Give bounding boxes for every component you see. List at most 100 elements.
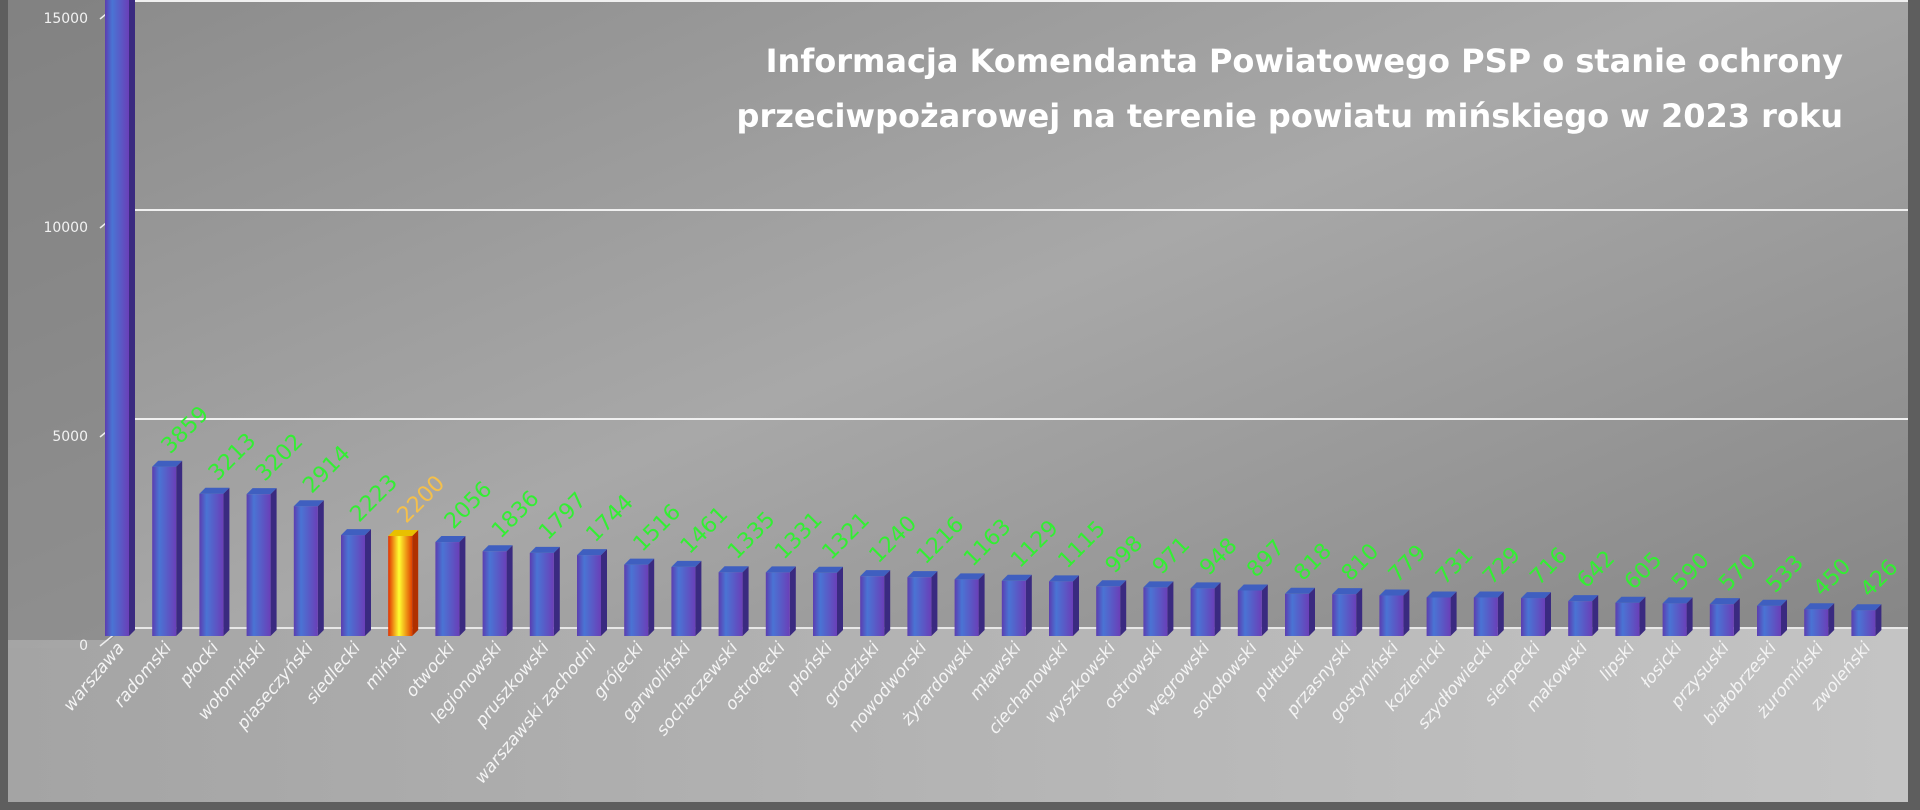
bar-top: [577, 549, 607, 556]
bar-mławski: [1001, 574, 1032, 636]
bar-przasnyski: [1332, 588, 1363, 636]
bar-top: [954, 573, 985, 580]
bar-front: [1237, 590, 1262, 636]
bar-front: [1615, 602, 1640, 636]
bar-top: [199, 487, 230, 494]
bar-side: [884, 570, 891, 636]
bar-top: [1285, 587, 1315, 594]
bar-front: [1662, 603, 1687, 636]
bar-grójecki: [624, 558, 655, 636]
chart-title-line-2: przeciwpożarowej na terenie powiatu mińs…: [737, 97, 1843, 135]
bar-płocki: [199, 487, 230, 636]
bar-front: [813, 572, 837, 636]
bar-top: [1615, 596, 1646, 603]
y-tick-label: 10000: [43, 220, 88, 236]
bar-przysuski: [1709, 598, 1740, 636]
bar-lipski: [1615, 596, 1646, 636]
bar-front: [1757, 605, 1781, 636]
bar-front: [718, 572, 743, 636]
bar-front: [1049, 581, 1073, 636]
bar-top: [907, 571, 938, 578]
bar-szydłowiecki: [1473, 591, 1504, 636]
bar-otwocki: [435, 536, 466, 636]
bar-side: [1073, 575, 1079, 636]
bar-ostrowski: [1143, 581, 1174, 636]
bar-legionowski: [482, 545, 513, 636]
bar-front: [577, 555, 601, 636]
bar-side: [317, 500, 324, 636]
bar-front: [1143, 587, 1168, 636]
bar-side: [412, 530, 419, 636]
bar-top: [1757, 599, 1787, 606]
bar-węgrowski: [1190, 582, 1221, 636]
bar-top: [1001, 574, 1032, 581]
bar-front: [1851, 610, 1876, 636]
bar-ostrołęcki: [765, 566, 796, 636]
bar-top: [1190, 582, 1221, 589]
bar-front: [954, 579, 979, 636]
bar-top: [1332, 588, 1363, 595]
bar-side: [1120, 580, 1127, 636]
bar-front: [1568, 601, 1593, 636]
bar-miński: [388, 530, 419, 636]
bar-side: [648, 558, 655, 636]
bar-side: [1828, 603, 1835, 636]
chart-title-line-1: Informacja Komendanta Powiatowego PSP o …: [766, 42, 1844, 80]
bar-piaseczyński: [293, 500, 324, 636]
bar-front: [152, 466, 177, 636]
bar-front: [1521, 598, 1545, 636]
bar-białobrzeski: [1757, 599, 1787, 636]
bar-top: [624, 558, 655, 565]
bar-top: [813, 566, 843, 573]
bar-nowodworski: [907, 571, 938, 636]
bar-front: [293, 506, 318, 636]
bar-zwoleński: [1851, 604, 1882, 636]
bar-top: [1379, 589, 1410, 596]
y-tick-label: 15000: [43, 11, 88, 27]
bar-top: [1804, 603, 1835, 610]
bar-wołomiński: [246, 488, 277, 636]
bar-front: [1001, 580, 1026, 636]
bar-side: [1214, 582, 1221, 636]
bar-side: [1545, 592, 1551, 636]
bar-front: [246, 494, 271, 636]
bar-sochaczewski: [718, 566, 749, 636]
bar-top: [1096, 580, 1127, 587]
bar-front: [671, 566, 696, 636]
bar-side: [506, 545, 513, 636]
bar-łosicki: [1662, 597, 1693, 636]
bar-front: [624, 564, 649, 636]
bar-top: [1521, 592, 1551, 599]
bar-sokołowski: [1237, 584, 1268, 636]
bar-grodziski: [860, 570, 891, 636]
bar-top: [1049, 575, 1079, 582]
bar-side: [1733, 598, 1740, 636]
bar-żyrardowski: [954, 573, 985, 636]
bar-front: [435, 542, 460, 636]
bar-side: [1875, 604, 1882, 636]
bar-top: [860, 570, 891, 577]
bar-gostyniński: [1379, 589, 1410, 636]
bar-front: [1804, 609, 1829, 636]
bar-wyszkowski: [1096, 580, 1127, 636]
bar-side: [1639, 596, 1646, 636]
bar-front: [341, 535, 365, 636]
bar-front: [1709, 604, 1734, 636]
bar-side: [270, 488, 277, 636]
bar-żuromiński: [1804, 603, 1835, 636]
bar-ciechanowski: [1049, 575, 1079, 636]
bar-side: [553, 546, 560, 636]
bar-top: [246, 488, 277, 495]
bar-warszawa: [105, 0, 135, 636]
bar-top: [388, 530, 419, 537]
bar-sierpecki: [1521, 592, 1551, 636]
bar-side: [695, 560, 702, 636]
bar-side: [1497, 591, 1504, 636]
bar-top: [671, 560, 702, 567]
bar-side: [742, 566, 749, 636]
bar-radomski: [152, 460, 183, 636]
bar-top: [765, 566, 796, 573]
bar-side: [1309, 587, 1315, 636]
bar-garwoliński: [671, 560, 702, 636]
